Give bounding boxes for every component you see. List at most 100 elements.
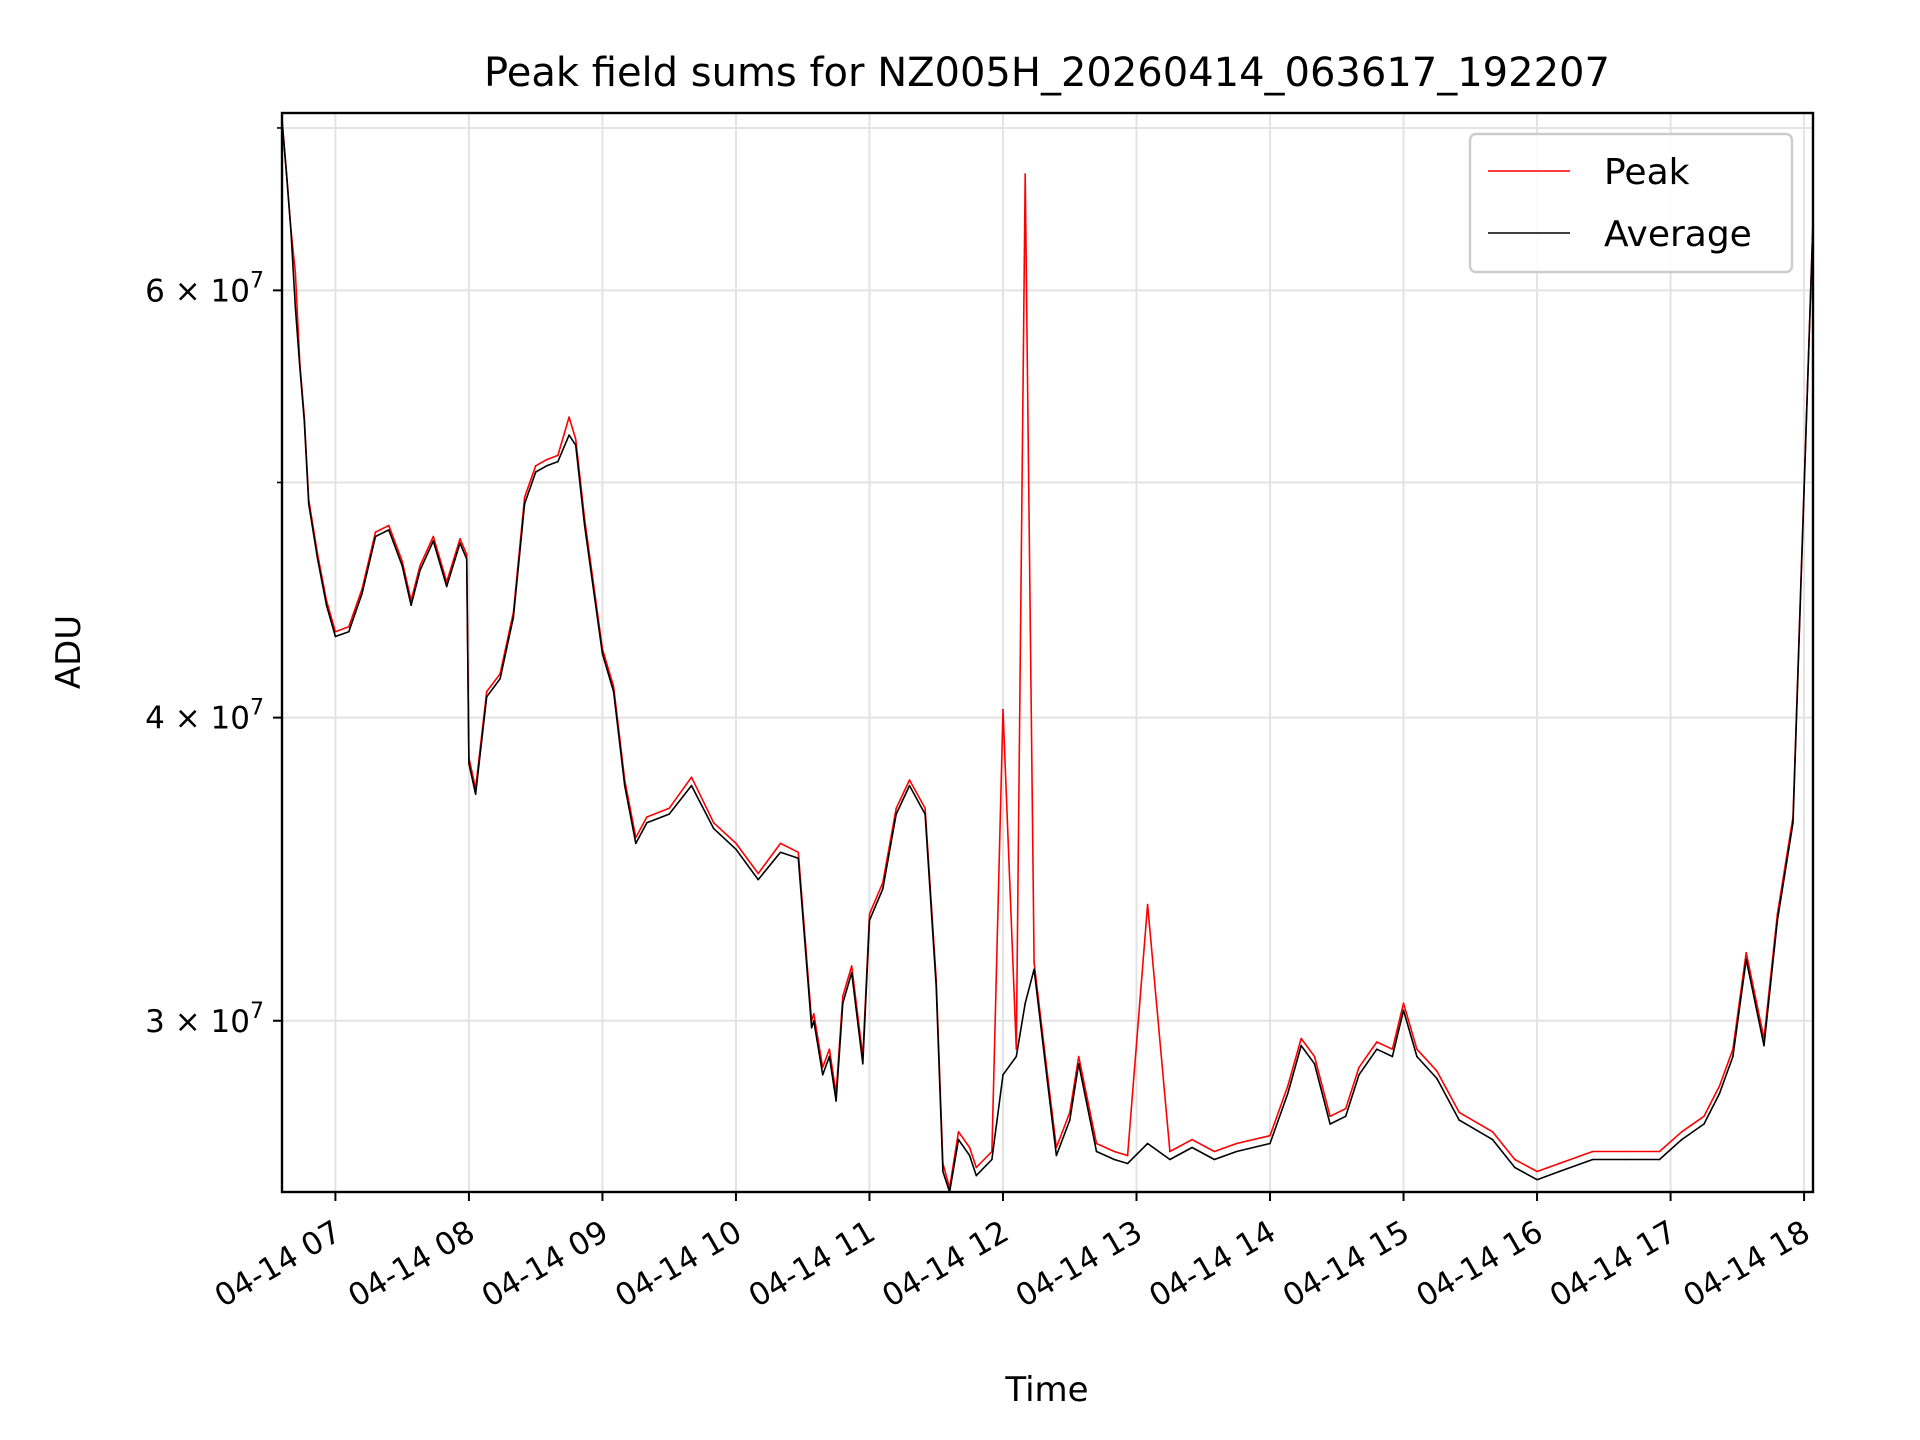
data-point-average (1745, 958, 1747, 961)
data-point-average (1514, 1166, 1516, 1169)
data-point-average (1077, 1063, 1080, 1065)
data-point-average (868, 919, 871, 922)
data-point-peak (574, 438, 577, 440)
data-point-average (1169, 1158, 1171, 1161)
data-point-average (1776, 919, 1779, 922)
data-point-average (813, 1020, 815, 1022)
data-point-average (623, 784, 626, 787)
data-point-peak (612, 685, 615, 688)
data-point-average (325, 604, 328, 607)
data-point-peak (523, 496, 526, 499)
data-point-average (1703, 1123, 1705, 1125)
data-point-peak (388, 524, 390, 527)
data-point-average (410, 604, 412, 607)
data-point-average (485, 696, 488, 698)
legend: Peak Average (1468, 132, 1794, 274)
data-point-peak (432, 535, 435, 538)
data-point-average (690, 784, 693, 787)
data-point-peak (908, 779, 911, 781)
data-point-average (1718, 1092, 1721, 1095)
data-point-peak (868, 913, 871, 915)
data-point-average (432, 540, 435, 542)
data-point-average (1792, 822, 1794, 824)
data-point-average (374, 535, 377, 538)
data-point-average (1391, 1055, 1394, 1058)
series-line-peak (282, 118, 1813, 1189)
data-point-average (474, 793, 477, 795)
data-point-average (1358, 1074, 1360, 1076)
data-point-average (307, 503, 310, 505)
data-point-peak (779, 842, 782, 845)
data-point-average (1658, 1158, 1661, 1161)
data-point-average (757, 878, 759, 881)
plot-series (282, 118, 1813, 1192)
data-point-peak (1077, 1055, 1080, 1058)
data-point-average (612, 690, 615, 693)
data-point-average (1732, 1055, 1734, 1058)
data-point-peak (534, 465, 537, 467)
data-point-average (1002, 1074, 1004, 1076)
data-point-average (779, 851, 782, 854)
data-point-peak (757, 872, 759, 875)
data-point-average (1300, 1044, 1302, 1047)
data-point-average (1625, 1158, 1627, 1161)
data-point-average (1024, 1002, 1026, 1005)
data-point-peak (1402, 1002, 1405, 1005)
data-point-average (1763, 1044, 1765, 1047)
data-point-average (821, 1074, 824, 1076)
data-point-peak (334, 630, 337, 633)
data-point-peak (1126, 1154, 1129, 1157)
data-point-average (1376, 1048, 1378, 1050)
data-point-average (1313, 1063, 1316, 1065)
data-point-average (842, 1002, 844, 1005)
data-point-average (334, 635, 337, 638)
data-point-peak (294, 272, 297, 274)
data-point-peak (850, 965, 853, 967)
data-point-average (850, 971, 853, 974)
data-point-average (1015, 1055, 1018, 1058)
data-point-peak (1703, 1115, 1705, 1118)
data-point-peak (1536, 1170, 1538, 1173)
data-point-average (942, 1170, 944, 1173)
data-point-average (646, 822, 648, 824)
grid (282, 113, 1813, 1192)
y-axis-label: ADU (49, 615, 89, 689)
data-point-peak (1358, 1066, 1360, 1069)
data-point-average (512, 616, 515, 618)
y-axis: 3 × 107 4 × 107 6 × 107 (145, 127, 282, 1040)
data-point-average (419, 569, 421, 572)
data-point-peak (1625, 1150, 1627, 1153)
data-point-peak (1458, 1111, 1460, 1114)
y-tick-label: 6 × 107 (145, 268, 264, 309)
data-point-peak (374, 531, 377, 533)
data-point-peak (1313, 1055, 1316, 1058)
data-point-peak (1002, 708, 1004, 711)
data-point-peak (546, 458, 548, 461)
data-point-average (1046, 1081, 1049, 1083)
data-point-average (574, 444, 577, 447)
legend-label-average: Average (1604, 214, 1752, 255)
data-point-average (797, 857, 800, 860)
data-point-average (935, 985, 937, 987)
data-point-peak (957, 1131, 960, 1133)
data-point-peak (1391, 1048, 1394, 1050)
data-point-average (1213, 1158, 1216, 1161)
data-point-peak (842, 995, 844, 998)
data-point-average (1558, 1170, 1561, 1173)
data-point-peak (712, 822, 715, 824)
data-point-average (908, 784, 911, 787)
data-point-average (294, 307, 297, 309)
data-point-average (361, 592, 363, 595)
data-point-peak (1300, 1037, 1302, 1040)
data-point-peak (1376, 1041, 1378, 1043)
data-point-average (534, 471, 537, 473)
data-point-peak (1745, 951, 1747, 954)
y-tick-label: 4 × 107 (145, 696, 264, 737)
data-point-average (1458, 1119, 1460, 1121)
data-point-peak (895, 807, 897, 810)
data-point-peak (1658, 1150, 1661, 1153)
data-point-peak (1269, 1134, 1271, 1137)
data-point-average (1680, 1138, 1683, 1141)
data-point-average (1126, 1162, 1129, 1165)
